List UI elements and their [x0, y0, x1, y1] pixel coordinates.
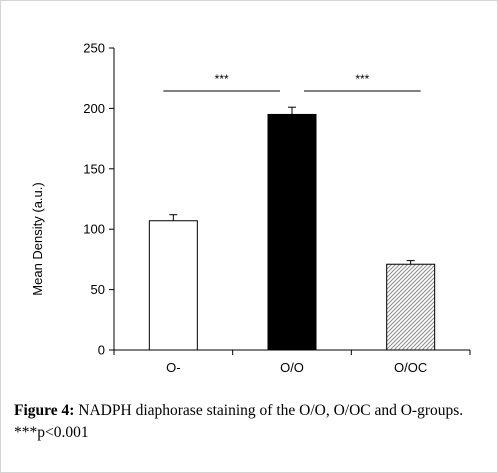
- caption-text: NADPH diaphorase staining of the O/O, O/…: [14, 402, 464, 441]
- y-tick-label: 100: [83, 222, 105, 237]
- y-tick-label: 150: [83, 161, 105, 176]
- y-tick-label: 250: [83, 41, 105, 56]
- significance-label: ***: [215, 72, 229, 86]
- caption-label: Figure 4:: [14, 402, 75, 419]
- x-axis: O- O/O O/OC: [113, 349, 471, 375]
- bar-chart: 0 50 100 150 200 250 Mean Density (a.u.) O- O/O…: [30, 41, 471, 375]
- y-axis: 0 50 100 150 200 250 Mean Density (a.u.): [30, 41, 115, 358]
- bar-o-o: [267, 113, 317, 351]
- y-tick-label: 50: [91, 282, 105, 297]
- y-tick-label: 0: [98, 343, 105, 358]
- significance-label: ***: [355, 72, 369, 86]
- y-axis-title: Mean Density (a.u.): [30, 182, 45, 295]
- bars: [148, 106, 436, 351]
- figure-caption: Figure 4: NADPH diaphorase staining of t…: [14, 400, 492, 444]
- y-tick-label: 200: [83, 101, 105, 116]
- bar-o: [148, 220, 198, 351]
- significance-annotations: *** ***: [163, 72, 421, 92]
- x-tick-label: O/OC: [394, 360, 427, 375]
- bar-o-oc: [386, 263, 436, 351]
- x-tick-label: O/O: [280, 360, 304, 375]
- x-tick-label: O-: [166, 360, 180, 375]
